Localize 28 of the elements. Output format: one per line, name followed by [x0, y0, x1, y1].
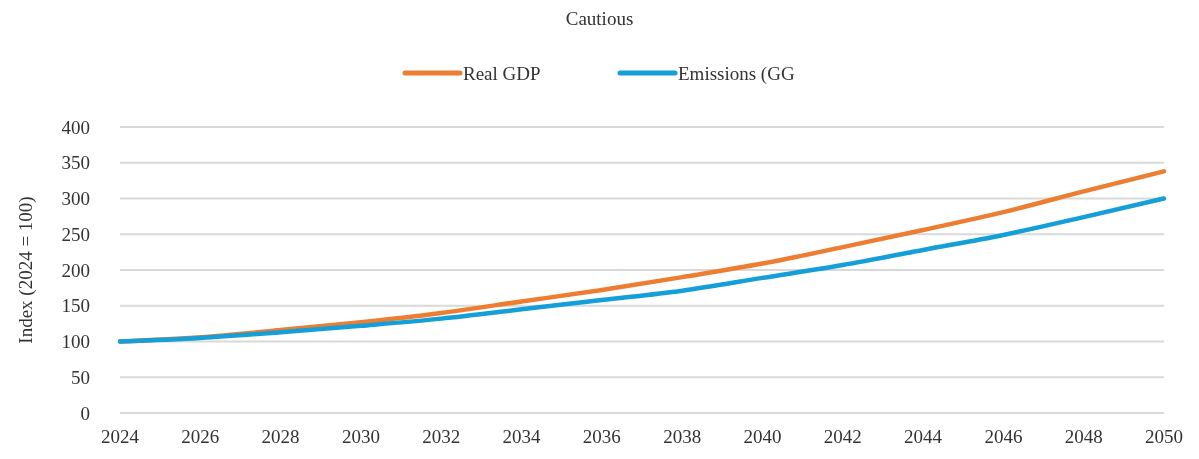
legend-label: Real GDP — [463, 62, 541, 84]
x-tick-label: 2024 — [101, 426, 140, 447]
x-tick-label: 2032 — [422, 426, 461, 447]
y-axis-title: Index (2024 = 100) — [15, 196, 37, 344]
y-tick-label: 100 — [61, 331, 90, 353]
y-tick-label: 50 — [71, 366, 90, 388]
y-tick-label: 400 — [61, 116, 90, 138]
x-tick-label: 2040 — [743, 426, 782, 447]
line-series — [117, 196, 1167, 344]
y-tick-label: 300 — [61, 188, 90, 210]
y-tick-label: 250 — [61, 223, 90, 245]
y-tick-label: 150 — [61, 295, 90, 317]
x-tick-label: 2050 — [1145, 426, 1183, 447]
x-tick-label: 2042 — [823, 426, 862, 447]
x-tick-label: 2030 — [341, 426, 380, 447]
x-tick-label: 2028 — [261, 426, 300, 447]
x-tick-label: 2046 — [984, 426, 1023, 447]
y-tick-label: 200 — [61, 259, 90, 281]
y-tick-label: 350 — [61, 152, 90, 174]
legend-label: Emissions (GG — [678, 62, 795, 85]
x-tick-label: 2036 — [582, 426, 621, 447]
chart-title: Cautious — [565, 8, 634, 29]
x-tick-label: 2044 — [904, 426, 943, 447]
x-tick-label: 2034 — [502, 426, 542, 447]
y-tick-label: 0 — [80, 402, 90, 424]
x-tick-label: 2026 — [181, 426, 220, 447]
x-tick-label: 2038 — [663, 426, 702, 447]
x-tick-label: 2048 — [1064, 426, 1103, 447]
